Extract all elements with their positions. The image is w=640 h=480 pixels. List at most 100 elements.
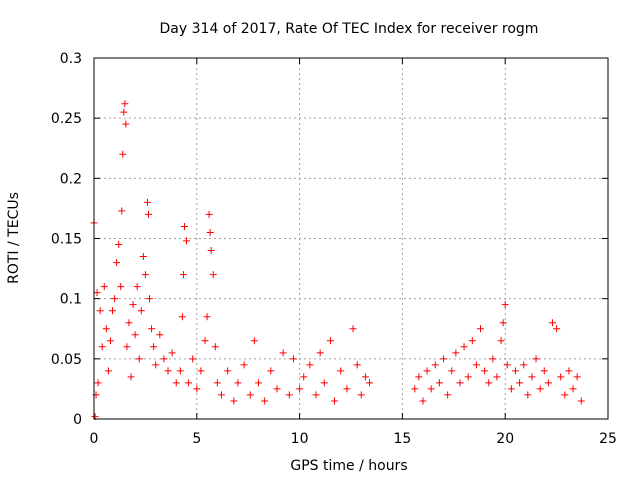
data-point — [497, 337, 505, 345]
data-point — [448, 367, 456, 375]
data-point — [178, 313, 186, 321]
data-point — [120, 108, 128, 116]
data-point — [203, 313, 211, 321]
data-point — [172, 379, 180, 387]
data-point — [119, 150, 127, 158]
data-point — [524, 391, 532, 399]
data-point — [561, 391, 569, 399]
data-point — [148, 325, 156, 333]
data-point — [331, 397, 339, 405]
x-tick-label: 5 — [192, 431, 201, 447]
data-point — [273, 385, 281, 393]
data-point — [493, 373, 501, 381]
data-point — [168, 349, 176, 357]
data-point — [139, 253, 147, 261]
data-point — [185, 379, 193, 387]
data-point — [217, 391, 225, 399]
data-point — [296, 385, 304, 393]
data-point — [122, 120, 130, 128]
x-tick-label: 10 — [291, 431, 309, 447]
data-point — [411, 385, 419, 393]
data-point — [93, 289, 101, 297]
data-point — [501, 301, 509, 309]
data-point — [118, 207, 126, 215]
data-point — [544, 379, 552, 387]
y-tick-label: 0.3 — [60, 51, 82, 67]
data-point — [435, 379, 443, 387]
data-point — [205, 210, 213, 218]
data-point — [565, 367, 573, 375]
y-axis-label: ROTI / TECUs — [6, 192, 22, 284]
x-axis-label: GPS time / hours — [290, 458, 407, 474]
y-axis-ticks: 0 0.05 0.1 0.15 0.2 0.25 0.3 — [51, 51, 608, 428]
data-point — [361, 373, 369, 381]
data-point — [137, 307, 145, 315]
data-point — [423, 367, 431, 375]
data-point — [520, 361, 528, 369]
data-point — [254, 379, 262, 387]
data-point — [180, 222, 188, 230]
data-point — [197, 367, 205, 375]
data-point — [569, 385, 577, 393]
data-point — [111, 295, 119, 303]
data-point — [106, 337, 114, 345]
data-point — [468, 337, 476, 345]
data-point — [366, 379, 374, 387]
data-point — [285, 391, 293, 399]
data-point — [156, 331, 164, 339]
data-point — [96, 307, 104, 315]
chart-title: Day 314 of 2017, Rate Of TEC Index for r… — [160, 21, 539, 37]
data-point — [94, 379, 102, 387]
data-point — [179, 271, 187, 279]
data-point — [213, 379, 221, 387]
data-point — [511, 367, 519, 375]
x-tick-label: 20 — [496, 431, 514, 447]
data-point — [133, 283, 141, 291]
data-point — [528, 373, 536, 381]
data-point — [183, 237, 191, 245]
data-point — [477, 325, 485, 333]
data-point — [312, 391, 320, 399]
x-axis-ticks: 0 5 10 15 20 25 — [90, 58, 617, 447]
data-point — [472, 361, 480, 369]
data-point — [144, 210, 152, 218]
data-point — [481, 367, 489, 375]
data-point — [150, 343, 158, 351]
data-point — [125, 319, 133, 327]
data-point — [440, 355, 448, 363]
data-point — [279, 349, 287, 357]
data-point — [129, 301, 137, 309]
data-point — [189, 355, 197, 363]
data-point — [557, 373, 565, 381]
data-point — [146, 295, 154, 303]
data-point — [431, 361, 439, 369]
y-tick-label: 0.2 — [60, 171, 82, 187]
data-point — [489, 355, 497, 363]
data-point — [141, 271, 149, 279]
y-tick-label: 0.05 — [51, 352, 82, 368]
x-tick-label: 0 — [90, 431, 99, 447]
data-point — [452, 349, 460, 357]
data-point — [267, 367, 275, 375]
data-point — [115, 241, 123, 249]
data-point — [102, 325, 110, 333]
y-tick-label: 0.1 — [60, 292, 82, 308]
data-point — [143, 198, 151, 206]
data-point — [444, 391, 452, 399]
data-point — [540, 367, 548, 375]
data-point — [320, 379, 328, 387]
data-point — [289, 355, 297, 363]
data-point — [485, 379, 493, 387]
data-point — [250, 337, 258, 345]
data-point — [577, 397, 585, 405]
data-point — [316, 349, 324, 357]
data-point — [234, 379, 242, 387]
data-point — [224, 367, 232, 375]
data-point — [206, 228, 214, 236]
data-point — [427, 385, 435, 393]
data-point — [553, 325, 561, 333]
data-point — [456, 379, 464, 387]
data-point — [306, 361, 314, 369]
data-point — [201, 337, 209, 345]
data-point — [419, 397, 427, 405]
